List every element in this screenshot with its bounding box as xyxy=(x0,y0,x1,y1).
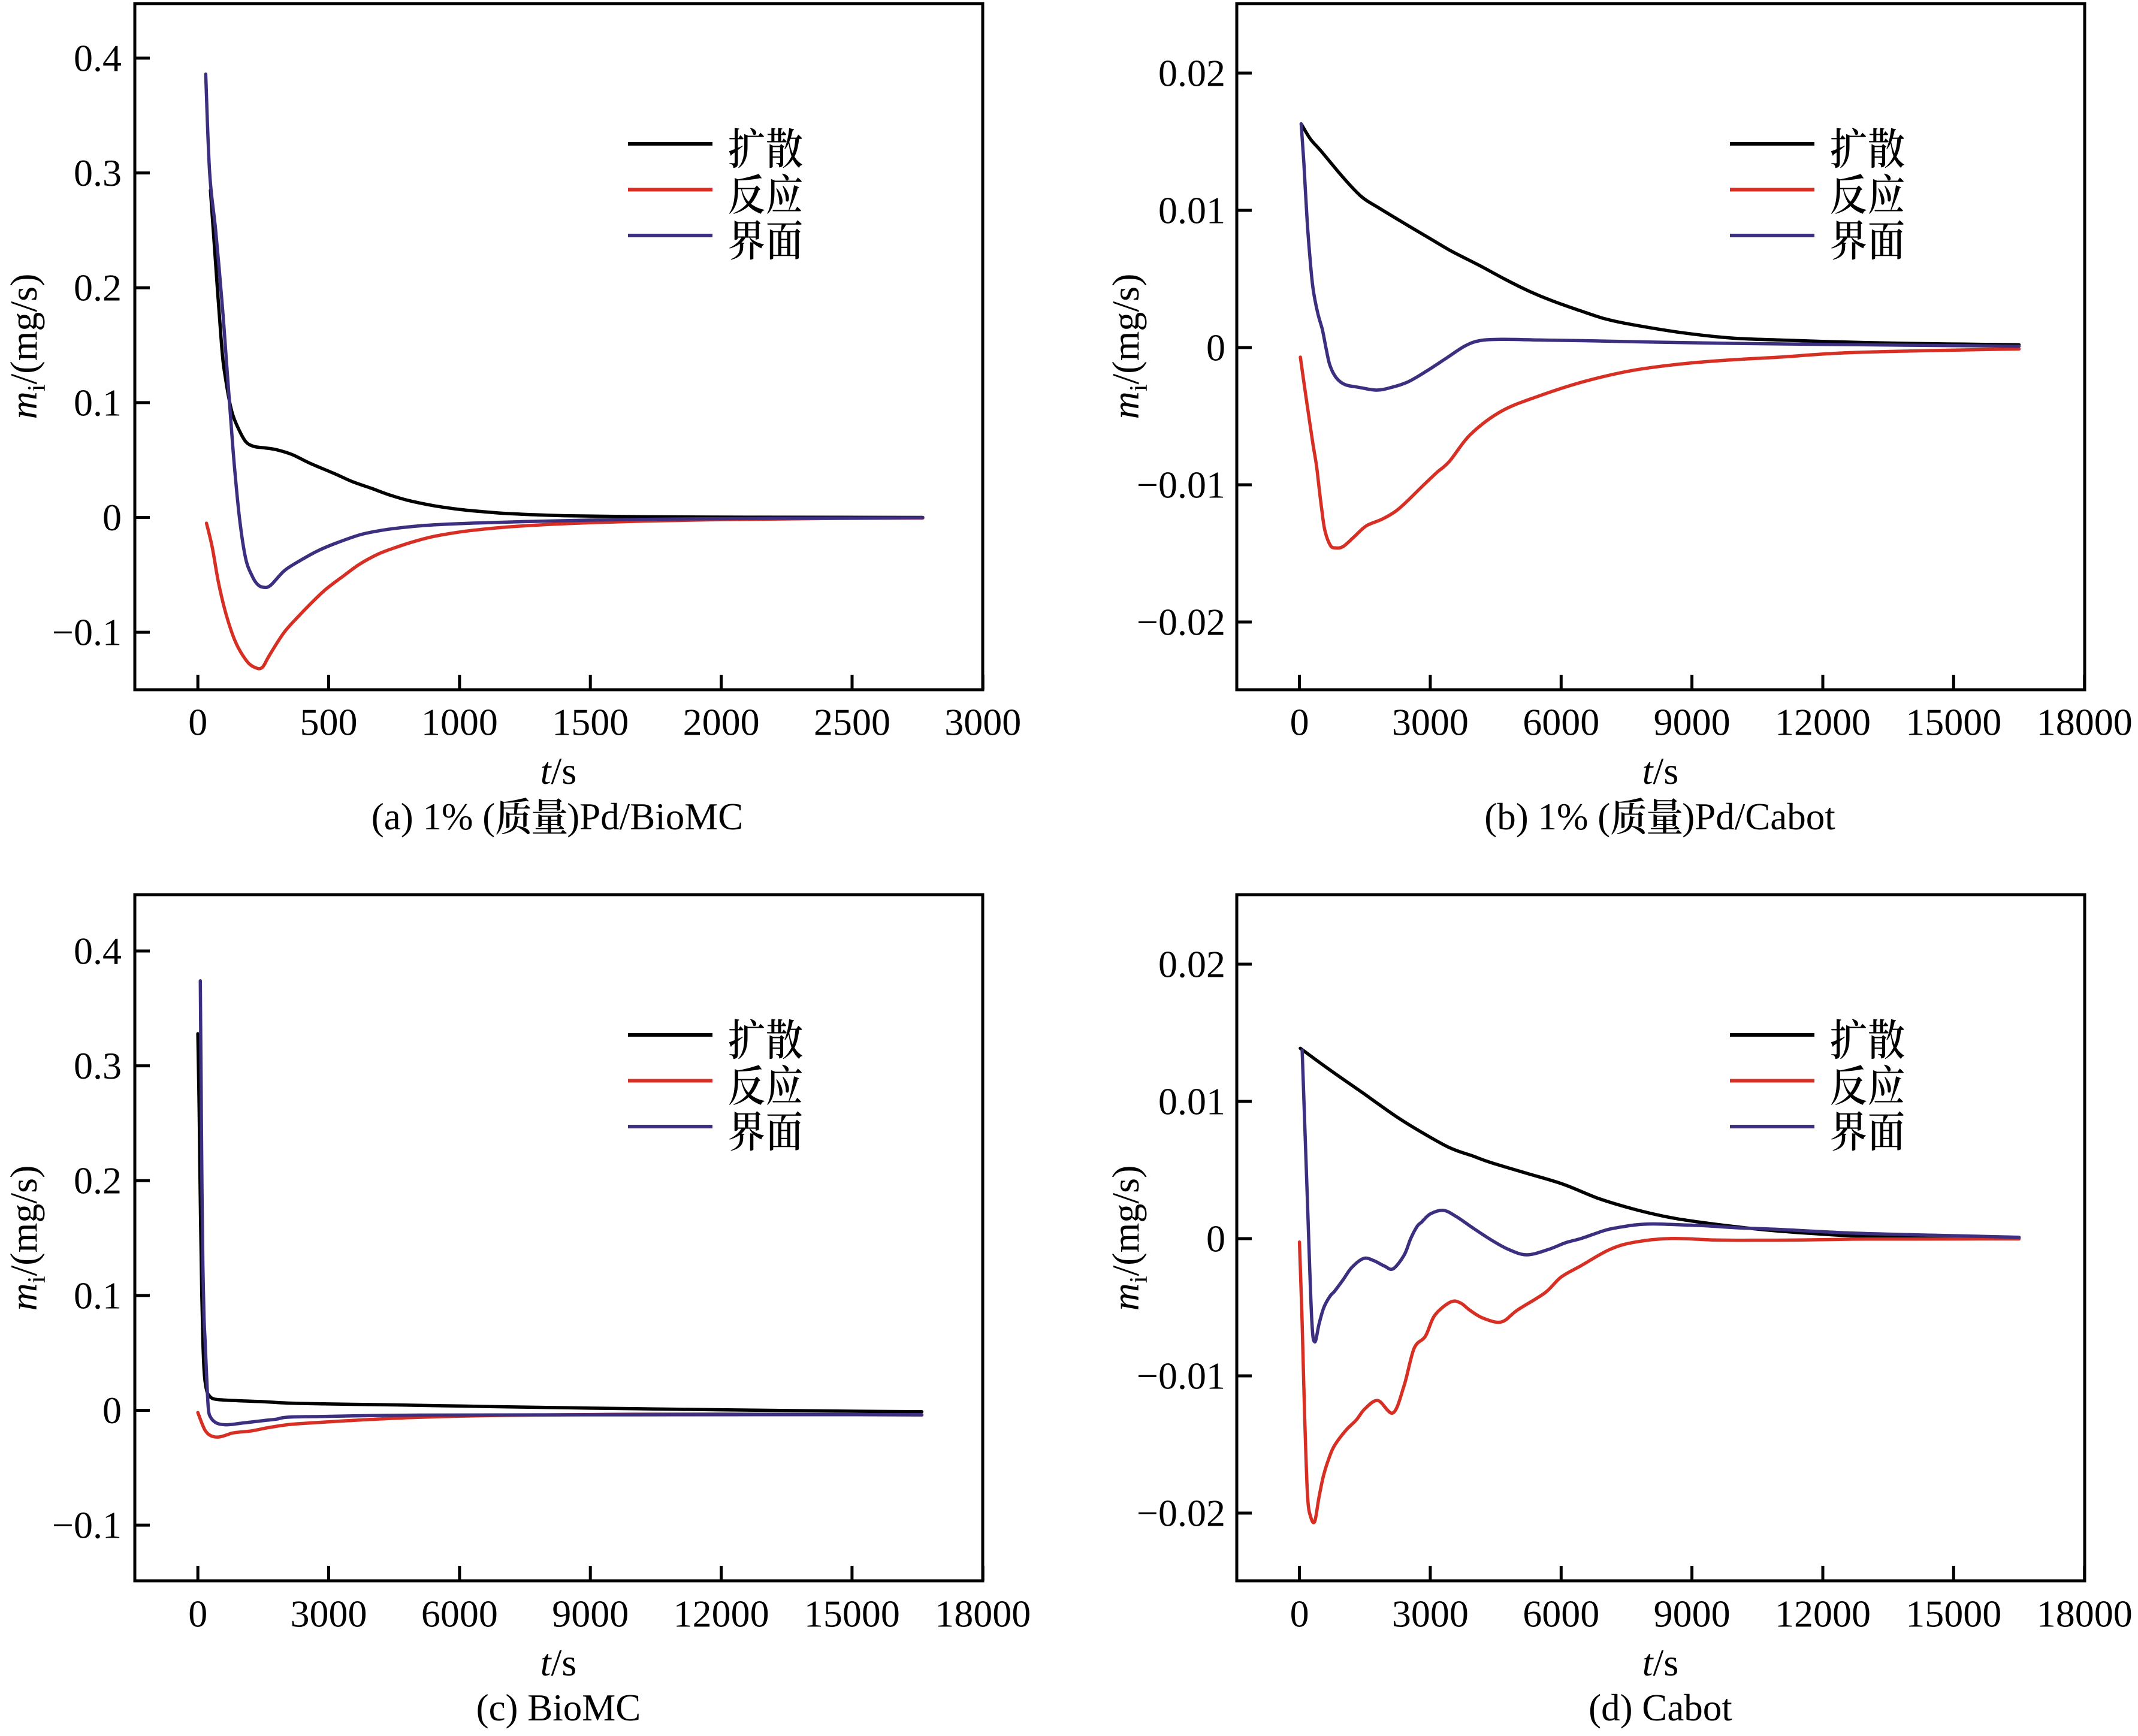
svg-text:12000: 12000 xyxy=(674,1592,769,1635)
svg-text:mi/(mg/s): mi/(mg/s) xyxy=(2,274,51,419)
svg-text:)Pd/Cabot: )Pd/Cabot xyxy=(1682,796,1835,838)
svg-text:−0.01: −0.01 xyxy=(1137,463,1225,506)
svg-text:15000: 15000 xyxy=(1906,701,2001,743)
svg-text:−0.1: −0.1 xyxy=(52,1504,122,1547)
svg-text:−0.01: −0.01 xyxy=(1137,1354,1225,1397)
svg-text:0.3: 0.3 xyxy=(74,152,122,194)
svg-text:1500: 1500 xyxy=(552,701,629,743)
svg-text:9000: 9000 xyxy=(1654,701,1731,743)
svg-text:12000: 12000 xyxy=(1775,701,1871,743)
svg-text:0.4: 0.4 xyxy=(74,37,122,79)
svg-text:3000: 3000 xyxy=(944,701,1021,743)
svg-text:0: 0 xyxy=(1206,326,1225,369)
svg-text:9000: 9000 xyxy=(1654,1592,1731,1635)
svg-text:0.01: 0.01 xyxy=(1158,1080,1225,1122)
svg-text:0: 0 xyxy=(1290,701,1309,743)
svg-text:0: 0 xyxy=(1206,1217,1225,1260)
svg-text:3000: 3000 xyxy=(1392,701,1469,743)
svg-text:t/s: t/s xyxy=(1642,1641,1678,1684)
svg-text:3000: 3000 xyxy=(291,1592,367,1635)
svg-text:)Pd/BioMC: )Pd/BioMC xyxy=(567,796,743,838)
svg-text:0: 0 xyxy=(102,496,122,539)
svg-text:0.02: 0.02 xyxy=(1158,943,1225,985)
svg-text:6000: 6000 xyxy=(1523,701,1599,743)
svg-text:0.4: 0.4 xyxy=(74,929,122,972)
svg-text:18000: 18000 xyxy=(2037,701,2133,743)
svg-text:0.01: 0.01 xyxy=(1158,189,1225,231)
svg-text:2500: 2500 xyxy=(814,701,890,743)
svg-text:t/s: t/s xyxy=(540,1641,576,1684)
svg-text:mi/(mg/s): mi/(mg/s) xyxy=(1104,1166,1153,1311)
svg-text:0: 0 xyxy=(188,701,207,743)
svg-text:15000: 15000 xyxy=(804,1592,900,1635)
svg-text:−0.02: −0.02 xyxy=(1137,600,1225,643)
svg-text:6000: 6000 xyxy=(1523,1592,1599,1635)
svg-text:(a) 1% (: (a) 1% ( xyxy=(372,796,495,838)
svg-text:mi/(mg/s): mi/(mg/s) xyxy=(2,1166,51,1311)
svg-text:3000: 3000 xyxy=(1392,1592,1469,1635)
svg-text:−0.1: −0.1 xyxy=(52,611,122,654)
svg-text:0.1: 0.1 xyxy=(74,381,122,424)
svg-text:0: 0 xyxy=(102,1389,122,1432)
svg-text:18000: 18000 xyxy=(2037,1592,2133,1635)
svg-text:0: 0 xyxy=(188,1592,207,1635)
svg-text:9000: 9000 xyxy=(552,1592,629,1635)
svg-text:0.2: 0.2 xyxy=(74,267,122,309)
svg-text:0: 0 xyxy=(1290,1592,1309,1635)
svg-text:t/s: t/s xyxy=(1642,750,1678,792)
svg-text:18000: 18000 xyxy=(935,1592,1031,1635)
svg-text:1000: 1000 xyxy=(421,701,498,743)
svg-text:15000: 15000 xyxy=(1906,1592,2001,1635)
svg-text:2000: 2000 xyxy=(683,701,760,743)
svg-text:mi/(mg/s): mi/(mg/s) xyxy=(1104,274,1153,419)
svg-text:0.2: 0.2 xyxy=(74,1160,122,1202)
svg-text:0.3: 0.3 xyxy=(74,1044,122,1087)
svg-text:12000: 12000 xyxy=(1775,1592,1871,1635)
svg-text:0.1: 0.1 xyxy=(74,1274,122,1317)
svg-text:(c) BioMC: (c) BioMC xyxy=(476,1687,641,1729)
svg-text:(d) Cabot: (d) Cabot xyxy=(1589,1687,1732,1729)
svg-text:500: 500 xyxy=(300,701,358,743)
svg-text:−0.02: −0.02 xyxy=(1137,1492,1225,1534)
svg-text:t/s: t/s xyxy=(540,750,576,792)
svg-text:6000: 6000 xyxy=(421,1592,498,1635)
svg-text:(b) 1% (: (b) 1% ( xyxy=(1484,796,1610,838)
svg-text:0.02: 0.02 xyxy=(1158,52,1225,94)
